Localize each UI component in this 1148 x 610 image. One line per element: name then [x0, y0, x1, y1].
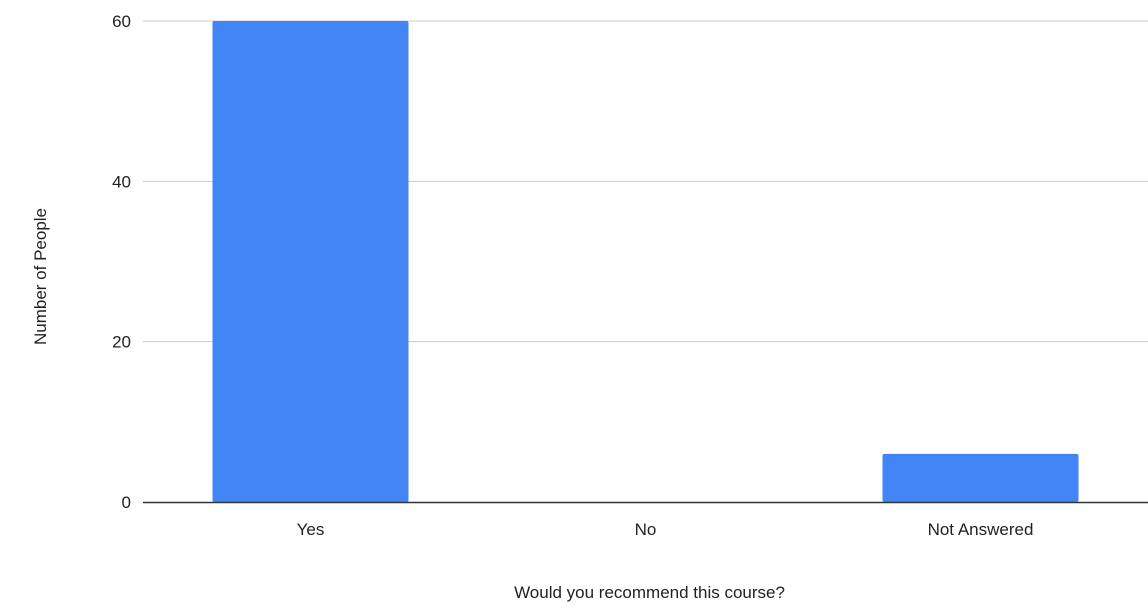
y-tick-label: 40 [112, 172, 131, 191]
y-axis-title: Number of People [31, 208, 50, 345]
x-category-label: Not Answered [928, 520, 1034, 539]
x-category-label: Yes [297, 520, 325, 539]
x-category-label: No [635, 520, 657, 539]
y-tick-label: 0 [122, 493, 131, 512]
bar-not-answered [882, 453, 1079, 502]
y-axis-ticks: 0 20 40 60 [112, 12, 131, 512]
bar-yes [212, 21, 409, 502]
y-tick-label: 60 [112, 12, 131, 31]
x-axis-title: Would you recommend this course? [514, 583, 785, 602]
y-tick-label: 20 [112, 333, 131, 352]
bars [212, 21, 1079, 502]
x-axis-categories: Yes No Not Answered [297, 520, 1034, 539]
